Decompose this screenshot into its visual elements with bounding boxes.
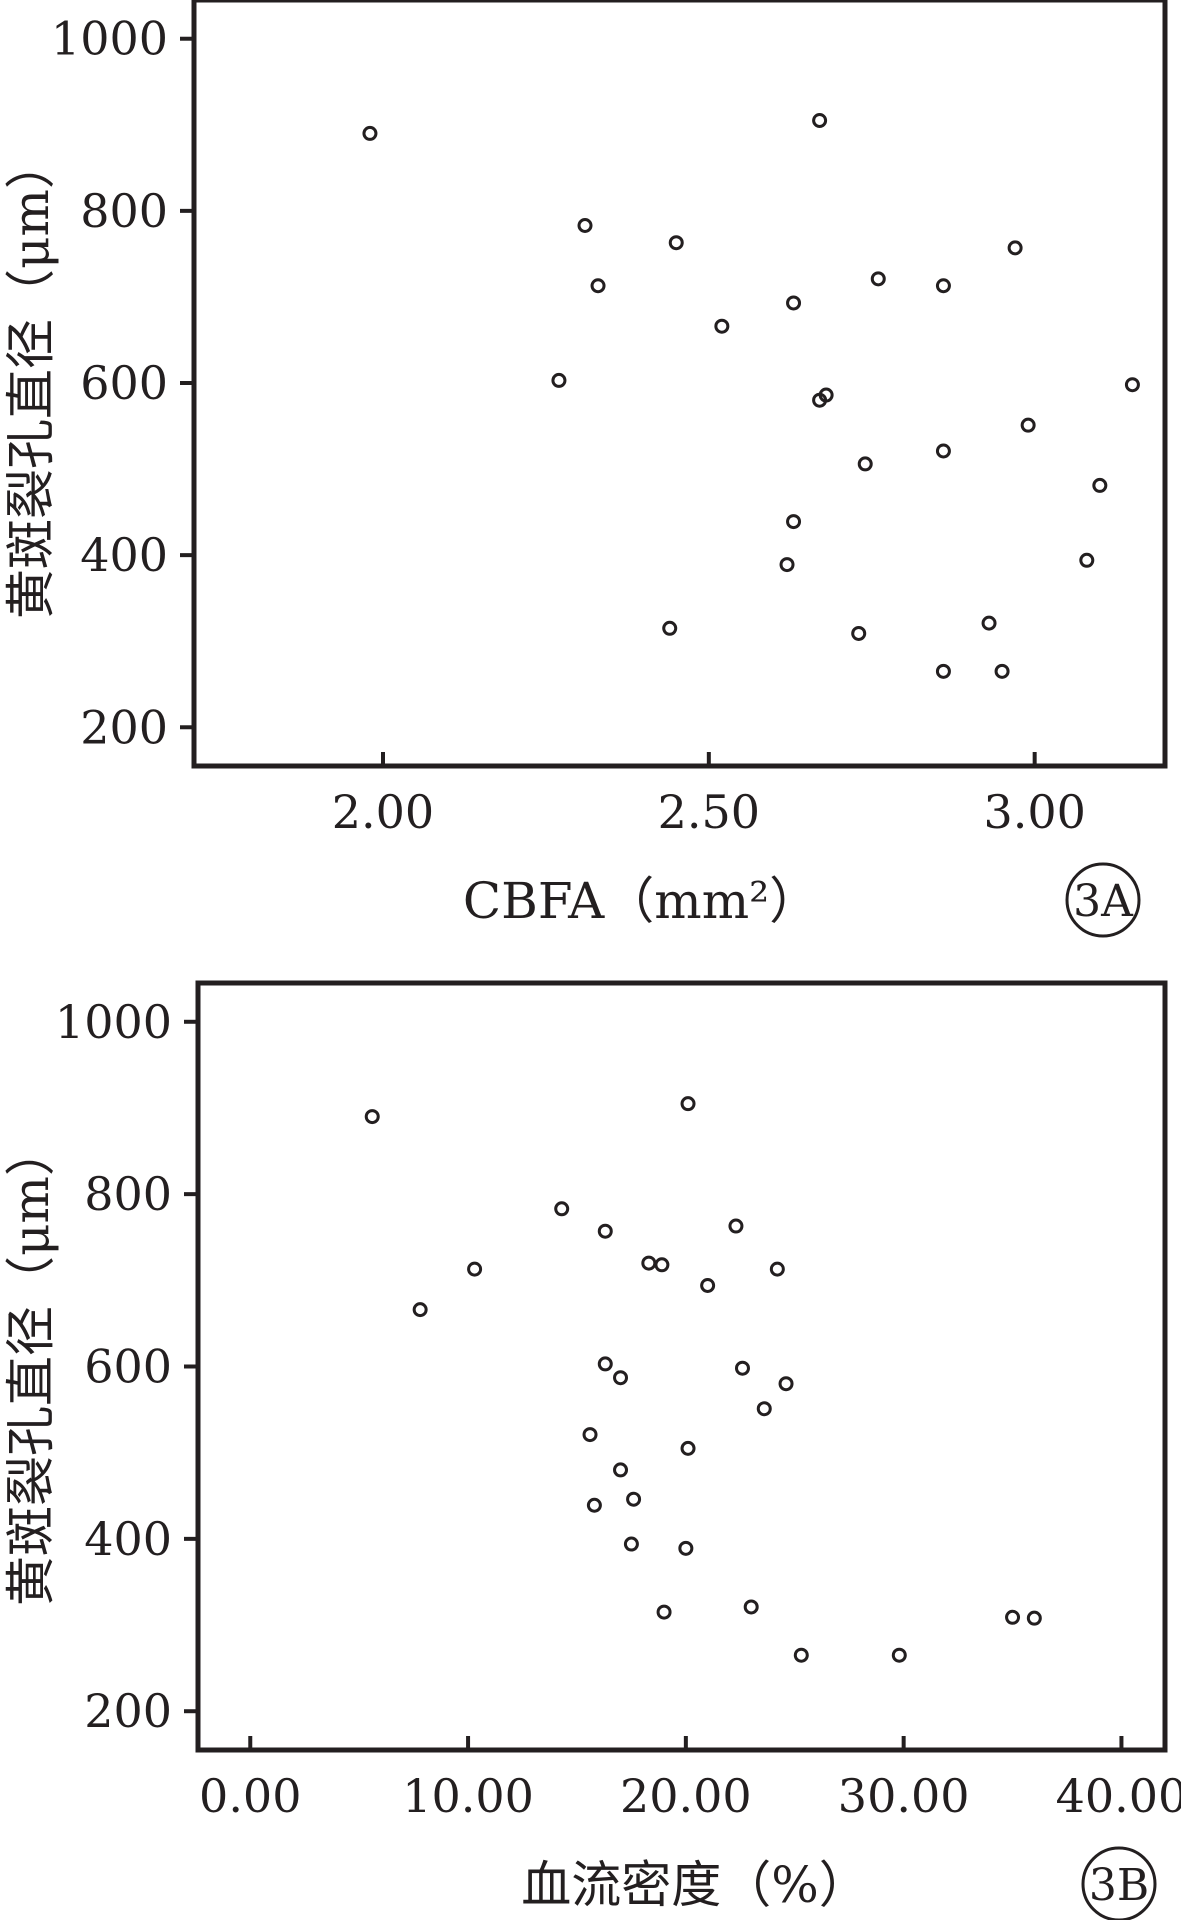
plot-frame (191, 0, 1168, 769)
data-point (554, 1201, 570, 1217)
data-point (779, 557, 795, 573)
data-point (590, 278, 606, 294)
data-point (1005, 1609, 1021, 1625)
data-point (680, 1096, 696, 1112)
data-point (793, 1647, 809, 1663)
data-point (364, 1109, 380, 1125)
data-point (1007, 240, 1023, 256)
data-point (626, 1491, 642, 1507)
data-point (756, 1401, 772, 1417)
x-tick-label: 3.00 (983, 785, 1085, 839)
panel-label: 3A (1073, 876, 1134, 927)
data-point (680, 1440, 696, 1456)
data-point (623, 1536, 639, 1552)
y-tick-label: 400 (80, 528, 168, 582)
data-point (935, 443, 951, 459)
panel-label: 3B (1089, 1860, 1149, 1911)
x-tick-label: 40.00 (1056, 1769, 1181, 1823)
panel-badge-circle (1081, 1846, 1157, 1920)
y-tick-label: 200 (80, 700, 168, 754)
scatter-points (364, 1096, 1042, 1663)
x-tick-label: 2.50 (658, 785, 760, 839)
panel-badge: 3B (1081, 1846, 1157, 1920)
y-tick-label: 200 (84, 1684, 172, 1738)
x-tick-label: 0.00 (199, 1769, 301, 1823)
data-point (1124, 377, 1140, 393)
data-point (613, 1462, 629, 1478)
data-point (586, 1497, 602, 1513)
data-point (597, 1356, 613, 1372)
panel-badge-circle (1065, 862, 1141, 938)
data-point (994, 663, 1010, 679)
data-point (1020, 417, 1036, 433)
y-axis-ticks: 200 400 600 800 1000 (51, 12, 194, 754)
data-point (786, 514, 802, 530)
x-tick-label: 2.00 (332, 785, 434, 839)
y-axis-label: 黄斑裂孔直径（μm） (2, 1126, 60, 1606)
data-point (812, 112, 828, 128)
y-tick-label: 600 (84, 1340, 172, 1394)
data-point (577, 217, 593, 233)
y-tick-label: 1000 (55, 995, 172, 1049)
data-point (613, 1370, 629, 1386)
data-point (818, 387, 834, 403)
x-axis-label: 血流密度（%） (521, 1856, 869, 1914)
data-point (582, 1427, 598, 1443)
data-point (734, 1360, 750, 1376)
data-point (786, 295, 802, 311)
data-point (728, 1218, 744, 1234)
data-point (551, 372, 567, 388)
data-point (1079, 552, 1095, 568)
data-point (1026, 1610, 1042, 1626)
scatter-points (362, 112, 1140, 679)
data-point (935, 663, 951, 679)
data-point (851, 625, 867, 641)
x-axis-ticks: 2.00 2.50 3.00 (332, 752, 1086, 839)
chart-panel-3b: 0.00 10.00 20.00 30.00 40.00 200 400 600 800 100… (2, 980, 1181, 1920)
y-tick-label: 800 (84, 1167, 172, 1221)
y-tick-label: 1000 (51, 12, 168, 66)
plot-frame (195, 980, 1168, 1753)
data-point (700, 1277, 716, 1293)
x-axis-ticks: 0.00 10.00 20.00 30.00 40.00 (199, 1736, 1181, 1823)
data-point (641, 1255, 657, 1271)
y-tick-label: 400 (84, 1512, 172, 1566)
x-tick-label: 30.00 (838, 1769, 970, 1823)
data-point (362, 125, 378, 141)
data-point (870, 271, 886, 287)
x-tick-label: 10.00 (402, 1769, 534, 1823)
y-axis-label: 黄斑裂孔直径（μm） (2, 139, 60, 619)
data-point (981, 615, 997, 631)
y-tick-label: 800 (80, 184, 168, 238)
data-point (891, 1647, 907, 1663)
data-point (412, 1302, 428, 1318)
data-point (656, 1604, 672, 1620)
data-point (668, 235, 684, 251)
y-axis-ticks: 200 400 600 800 1000 (55, 995, 198, 1738)
data-point (935, 278, 951, 294)
data-point (467, 1261, 483, 1277)
data-point (714, 318, 730, 334)
data-point (662, 620, 678, 636)
data-point (678, 1540, 694, 1556)
data-point (778, 1376, 794, 1392)
y-tick-label: 600 (80, 356, 168, 410)
x-axis-label: CBFA（mm²） (463, 872, 819, 930)
data-point (743, 1599, 759, 1615)
data-point (857, 456, 873, 472)
data-point (597, 1223, 613, 1239)
panel-badge: 3A (1065, 862, 1141, 938)
x-tick-label: 20.00 (620, 1769, 752, 1823)
data-point (654, 1257, 670, 1273)
data-point (1092, 477, 1108, 493)
data-point (769, 1261, 785, 1277)
